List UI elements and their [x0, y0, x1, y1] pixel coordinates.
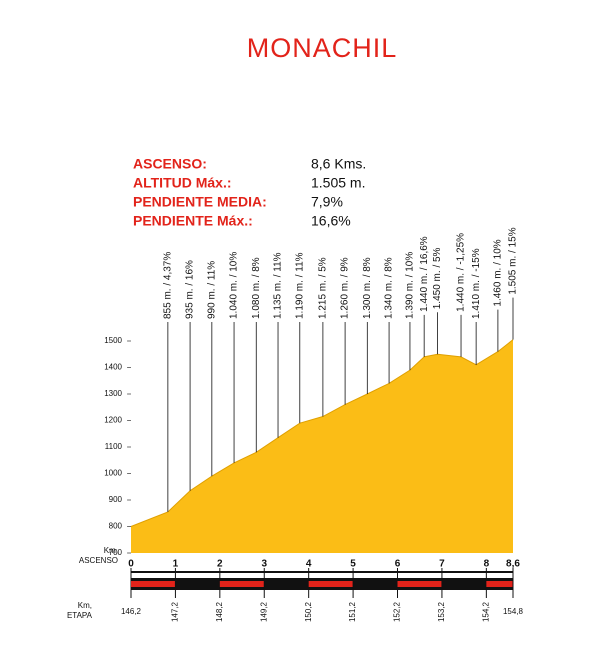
point-label: 1.410 m. / -15% [471, 248, 482, 319]
chart-title: MONACHIL [247, 33, 398, 63]
stat-value: 16,6% [311, 213, 351, 229]
stat-label: PENDIENTE Máx.: [133, 213, 253, 229]
y-tick-label: 1500 [104, 336, 122, 345]
point-label: 1.260 m. / 9% [340, 257, 351, 319]
stage-bar-segment [397, 581, 442, 587]
x2-tick-label: 150,2 [304, 601, 313, 622]
x2-tick-label: 151,2 [348, 601, 357, 622]
x-tick-label: 8,6 [506, 559, 520, 570]
point-label: 1.450 m. / 5% [432, 247, 443, 309]
point-label: 935 m. / 16% [185, 260, 196, 319]
x-tick-label: 3 [261, 559, 267, 570]
point-label: 1.440 m. / -1,25% [456, 233, 467, 312]
point-label: 990 m. / 11% [206, 261, 217, 319]
point-label: 1.505 m. / 15% [508, 227, 519, 294]
stat-value: 1.505 m. [311, 175, 365, 191]
stage-bar-segment [219, 581, 265, 587]
point-label: 855 m. / 4,37% [163, 252, 174, 319]
x-tick-label: 6 [395, 559, 401, 570]
x2-tick-label: 146,2 [121, 607, 142, 616]
x-tick-label: 8 [484, 559, 490, 570]
stat-value: 7,9% [311, 194, 343, 210]
point-label: 1.190 m. / 11% [294, 252, 305, 319]
stat-value: 8,6 Kms. [311, 156, 366, 172]
stat-label: ASCENSO: [133, 156, 207, 172]
point-label: 1.300 m. / 8% [362, 257, 373, 319]
y-tick-label: 1300 [104, 389, 122, 398]
y-tick-label: 1400 [104, 363, 122, 372]
y-tick-label: 900 [109, 495, 123, 504]
x-axis-label: Km, [104, 546, 118, 555]
x2-tick-label: 149,2 [259, 601, 268, 622]
point-label: 1.135 m. / 11% [273, 252, 284, 319]
stage-bar-segment [486, 581, 513, 587]
stat-label: ALTITUD Máx.: [133, 175, 232, 191]
x-tick-label: 4 [306, 559, 312, 570]
y-tick-label: 1200 [104, 416, 122, 425]
point-label: 1.460 m. / 10% [493, 239, 504, 306]
profile-area [131, 339, 513, 553]
x2-tick-label: 147,2 [171, 601, 180, 622]
point-label: 1.340 m. / 8% [384, 257, 395, 319]
y-tick-label: 1000 [104, 469, 122, 478]
point-label: 1.080 m. / 8% [251, 257, 262, 319]
x-tick-label: 1 [173, 559, 179, 570]
stage-bar-segment [175, 581, 220, 587]
point-label: 1.040 m. / 10% [229, 252, 240, 319]
point-label: 1.440 m. / 16,6% [419, 236, 430, 312]
stage-bar-segment [353, 581, 398, 587]
x-tick-label: 2 [217, 559, 223, 570]
x2-tick-label: 153,2 [437, 601, 446, 622]
x2-axis-label: Km, [78, 601, 92, 610]
x-axis-label: ASCENSO [79, 556, 118, 565]
x2-tick-label: 148,2 [215, 601, 224, 622]
stage-bar-segment [264, 581, 309, 587]
stat-label: PENDIENTE MEDIA: [133, 194, 267, 210]
x-tick-label: 0 [128, 559, 134, 570]
point-label: 1.390 m. / 10% [405, 252, 416, 319]
x-tick-label: 7 [439, 559, 445, 570]
x2-tick-label: 152,2 [393, 601, 402, 622]
stage-bar-segment [131, 581, 176, 587]
stage-bar-segment [308, 581, 354, 587]
y-tick-label: 800 [109, 522, 123, 531]
stage-bar-segment [441, 581, 487, 587]
y-tick-label: 700 [109, 548, 123, 557]
y-tick-label: 1100 [105, 442, 123, 451]
x2-tick-label: 154,2 [481, 601, 490, 622]
x-tick-label: 5 [350, 559, 356, 570]
x2-tick-label: 154,8 [503, 607, 524, 616]
point-label: 1.215 m. / 5% [318, 257, 329, 319]
x2-axis-label: ETAPA [67, 611, 93, 620]
